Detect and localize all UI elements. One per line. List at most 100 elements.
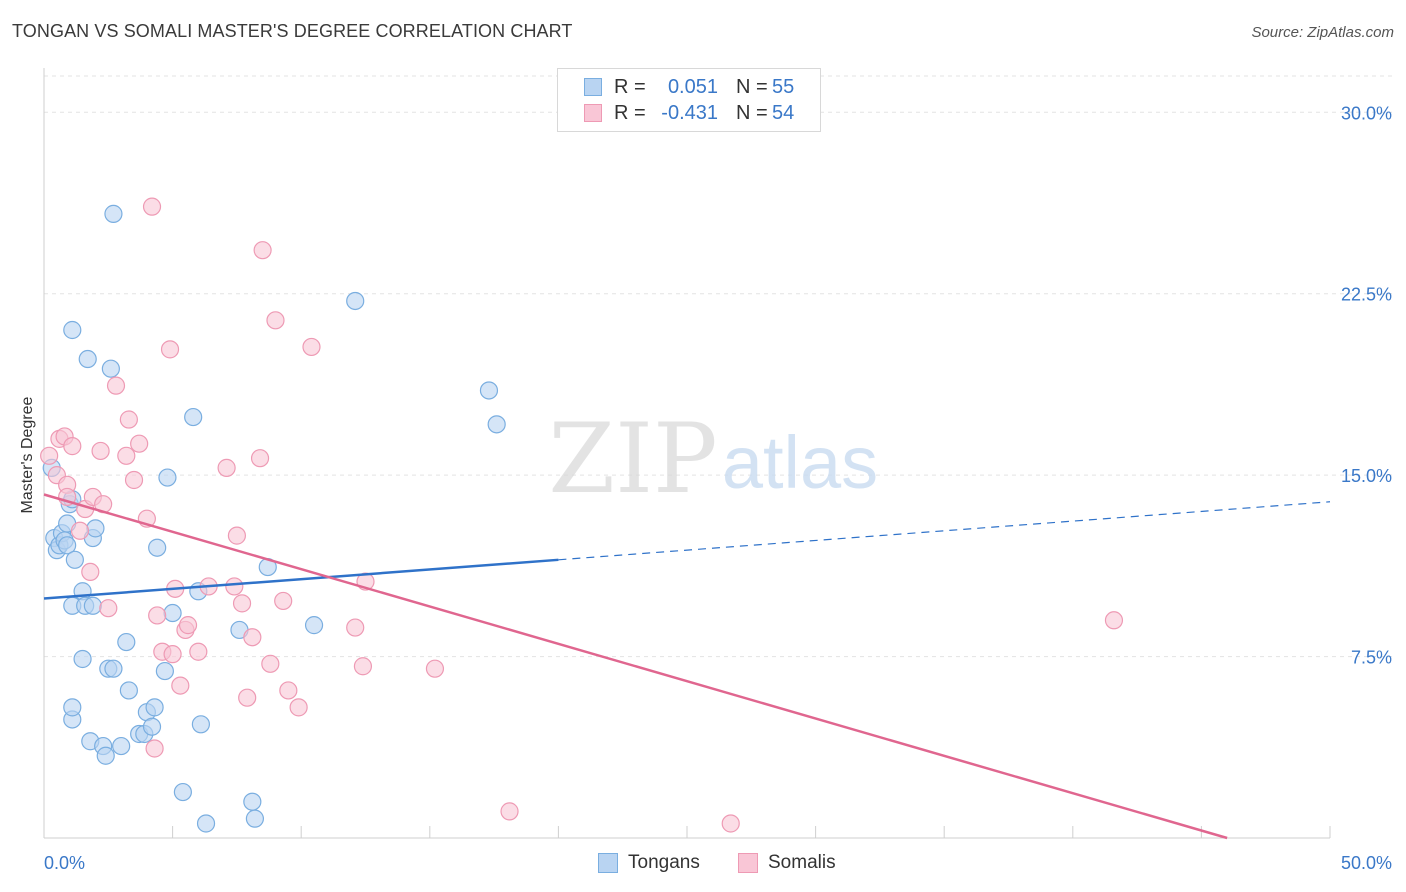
- points-layer: [40, 197, 1124, 833]
- n-value: 54: [772, 101, 795, 124]
- tongans-trend-line: [43, 558, 559, 600]
- tongan-point: [104, 659, 123, 678]
- tongan-point: [158, 468, 177, 487]
- watermark: ZIP atlas: [548, 403, 878, 515]
- somali-point: [1104, 611, 1124, 630]
- tongan-point: [191, 715, 210, 734]
- somali-point: [163, 645, 182, 664]
- tongan-point: [73, 649, 92, 669]
- tongan-point: [148, 538, 167, 557]
- somali-point: [117, 446, 136, 465]
- tongan-point: [63, 698, 82, 717]
- r-value: 0.051: [667, 75, 718, 98]
- n-label: N =: [736, 101, 768, 124]
- somali-point: [160, 340, 180, 359]
- r-value: -0.431: [661, 101, 718, 124]
- tongan-point: [487, 415, 506, 434]
- tongan-point: [145, 698, 164, 717]
- x-tick-label: 0.0%: [44, 853, 85, 873]
- tongan-point: [196, 814, 216, 833]
- somali-point: [91, 441, 110, 461]
- tongan-point: [163, 603, 182, 623]
- somali-point: [148, 606, 167, 625]
- somali-point: [119, 410, 138, 429]
- n-label: N =: [736, 75, 768, 98]
- source-label: Source: ZipAtlas.com: [1251, 24, 1394, 41]
- y-tick-label: 22.5%: [1341, 285, 1392, 305]
- somali-point: [130, 434, 149, 453]
- watermark-zip: ZIP: [548, 403, 717, 515]
- somali-point: [253, 241, 272, 260]
- y-tick-label: 15.0%: [1341, 466, 1392, 486]
- tongan-point: [245, 809, 265, 828]
- somali-point: [232, 594, 252, 613]
- tick-labels: 7.5% 15.0% 22.5% 30.0% 0.0% 50.0%: [44, 103, 1392, 873]
- somali-point: [40, 446, 59, 465]
- n-value: 55: [772, 75, 795, 98]
- somali-point: [721, 814, 740, 833]
- somali-point: [124, 470, 144, 490]
- somali-point: [227, 526, 246, 545]
- tongan-point: [155, 661, 174, 681]
- somali-point: [70, 521, 90, 540]
- somali-point: [225, 577, 244, 596]
- trend-lines: [43, 493, 1331, 840]
- somali-point: [289, 698, 308, 717]
- somali-point: [346, 618, 365, 637]
- tongan-point: [96, 746, 115, 765]
- somalis-legend-label: Somalis: [768, 852, 836, 873]
- tongan-point: [346, 291, 365, 311]
- somali-point: [243, 628, 262, 647]
- somali-point: [274, 591, 293, 611]
- somali-point: [217, 458, 236, 477]
- watermark-atlas: atlas: [722, 421, 878, 504]
- somali-point: [106, 376, 126, 395]
- tongans-legend-label: Tongans: [628, 852, 700, 873]
- legend-item-tongans: Tongans: [598, 852, 700, 874]
- somali-point: [142, 197, 162, 216]
- chart-title: TONGAN VS SOMALI MASTER'S DEGREE CORRELA…: [12, 21, 573, 41]
- somali-point: [189, 642, 208, 661]
- tongan-point: [479, 381, 499, 400]
- somali-point: [81, 562, 100, 582]
- x-tick-label: 50.0%: [1341, 853, 1392, 873]
- tongan-point: [104, 204, 123, 223]
- somalis-swatch: [584, 104, 602, 122]
- tongan-point: [304, 616, 324, 635]
- legend-item-somalis: Somalis: [738, 852, 836, 874]
- somali-point: [261, 654, 280, 673]
- tongans-swatch: [584, 78, 602, 96]
- somali-point: [500, 802, 519, 821]
- somali-point: [353, 657, 373, 676]
- somali-point: [99, 599, 118, 618]
- legend-row-tongans: R = 0.051 N = 55: [584, 75, 794, 99]
- somali-point: [178, 616, 198, 635]
- tongan-point: [243, 792, 262, 811]
- tongan-point: [112, 736, 131, 756]
- tongans-trend-extension: [558, 501, 1331, 561]
- tongan-point: [78, 349, 97, 369]
- somali-point: [171, 676, 190, 695]
- legend-row-somalis: R = -0.431 N = 54: [584, 101, 794, 125]
- tongan-point: [184, 407, 203, 427]
- y-tick-label: 30.0%: [1341, 103, 1392, 123]
- tongan-point: [119, 681, 138, 700]
- somalis-legend-swatch: [738, 853, 758, 873]
- somali-point: [266, 311, 285, 330]
- tongan-point: [63, 320, 82, 340]
- tongan-point: [58, 536, 77, 555]
- tongan-point: [173, 782, 192, 802]
- r-label: R =: [614, 75, 646, 98]
- tongan-point: [117, 632, 136, 652]
- somali-point: [302, 337, 321, 357]
- tongan-point: [86, 519, 105, 538]
- somalis-trend-line: [43, 493, 1228, 840]
- tongan-point: [65, 550, 84, 569]
- somali-point: [238, 688, 257, 707]
- tongan-point: [83, 596, 102, 615]
- somali-point: [250, 449, 270, 468]
- grid-layer: [43, 68, 1392, 839]
- tongan-point: [142, 717, 162, 736]
- correlation-legend: R = 0.051 N = 55 R = -0.431 N = 54: [557, 68, 821, 132]
